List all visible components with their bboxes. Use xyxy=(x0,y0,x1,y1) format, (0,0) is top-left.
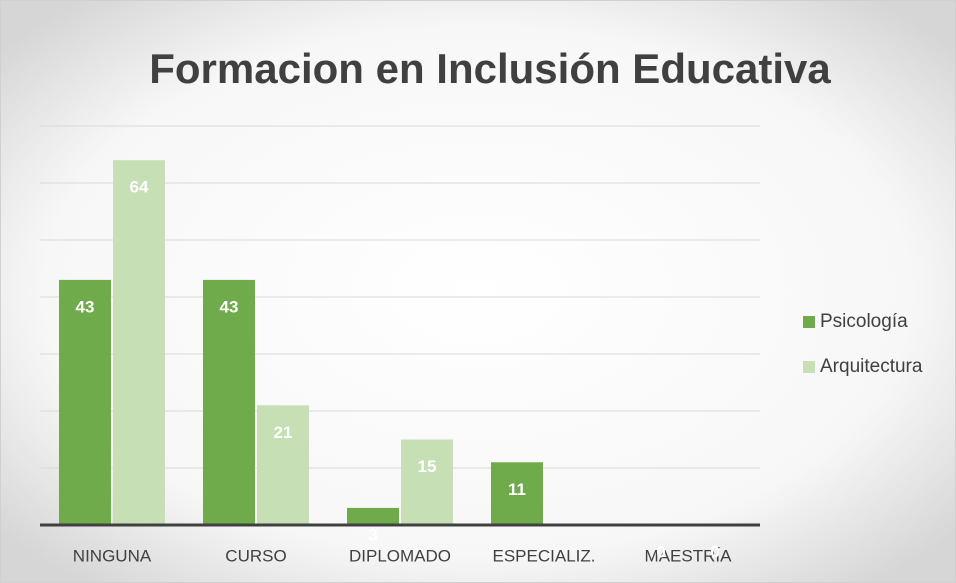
data-label: 21 xyxy=(274,423,293,442)
data-label: 64 xyxy=(130,178,149,197)
data-label: 3 xyxy=(368,525,377,544)
bar xyxy=(401,439,453,525)
x-tick-label: ESPECIALIZ. xyxy=(493,546,596,565)
data-label: 15 xyxy=(418,457,437,476)
legend-swatch xyxy=(803,316,815,328)
bar xyxy=(113,160,165,525)
data-label: 43 xyxy=(76,297,95,316)
legend-swatch xyxy=(803,361,815,373)
x-tick-label: NINGUNA xyxy=(73,546,152,565)
data-label: 0 xyxy=(656,542,665,561)
data-label: 11 xyxy=(508,480,526,499)
bar xyxy=(257,405,309,525)
x-tick-label: CURSO xyxy=(225,546,286,565)
bar xyxy=(59,279,111,525)
data-label: 43 xyxy=(220,297,239,316)
bar xyxy=(491,462,543,525)
legend-label: Psicología xyxy=(820,311,908,332)
x-tick-label: MAESTRÍA xyxy=(645,546,733,565)
bar xyxy=(347,507,399,525)
legend-label: Arquitectura xyxy=(820,356,923,377)
chart-title: Formacion en Inclusión Educativa xyxy=(149,45,831,92)
data-label: 0 xyxy=(710,542,719,561)
x-tick-label: DIPLOMADO xyxy=(349,546,451,565)
bar xyxy=(203,279,255,525)
